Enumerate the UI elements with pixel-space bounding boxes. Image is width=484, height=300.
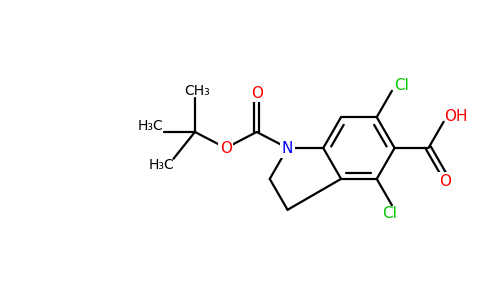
- Text: OH: OH: [444, 109, 467, 124]
- Text: O: O: [251, 85, 263, 100]
- Text: N: N: [282, 140, 293, 155]
- Text: H₃C: H₃C: [137, 119, 163, 133]
- Text: Cl: Cl: [382, 206, 397, 220]
- Text: Cl: Cl: [394, 78, 409, 93]
- Text: H₃C: H₃C: [149, 158, 175, 172]
- Text: O: O: [439, 174, 452, 189]
- Text: CH₃: CH₃: [184, 84, 210, 98]
- Text: O: O: [220, 140, 232, 155]
